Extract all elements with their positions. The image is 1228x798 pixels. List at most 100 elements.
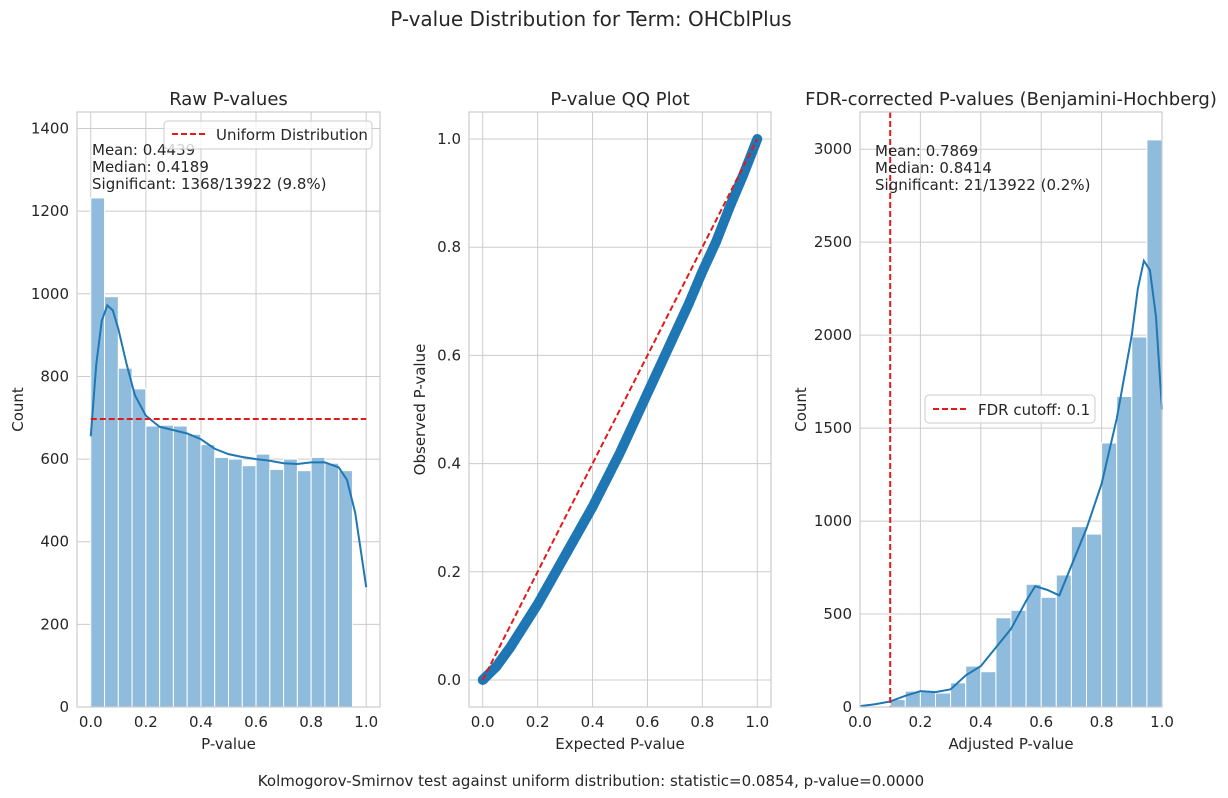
y-tick-label: 1400	[31, 120, 69, 138]
kde-curve	[859, 258, 1163, 708]
stats-mean: Mean: 0.7869	[875, 142, 978, 160]
stats-significant: Significant: 1368/13922 (9.8%)	[92, 175, 327, 193]
axes-frame	[76, 111, 381, 708]
y-tick-label: 1200	[31, 202, 69, 220]
x-tick-label: 0.6	[636, 713, 660, 731]
x-tick-label: 0.8	[1090, 713, 1114, 731]
x-axis-label: Adjusted P-value	[948, 735, 1073, 753]
y-axis-label: Count	[792, 387, 810, 432]
y-axis-label: Count	[9, 387, 27, 432]
y-tick-label: 0.8	[437, 238, 461, 256]
histogram-bar	[1131, 336, 1148, 708]
legend: Uniform Distribution	[163, 120, 373, 150]
histogram-bar	[1146, 139, 1163, 708]
panel-raw-pvalues: 0.0 0.2 0.4 0.6 0.8 1.0 0 200 400 600 800 1000 1200…	[9, 89, 381, 753]
histogram-bar	[965, 665, 982, 708]
x-tick-label: 0.8	[690, 713, 714, 731]
y-tick-label: 3000	[814, 140, 852, 158]
histogram-bar	[159, 424, 174, 708]
legend-box	[163, 120, 373, 150]
panel-qq-plot: 0.0 0.2 0.4 0.6 0.8 1.0 0.0 0.2 0.4 0.6 0.8 1.0 P-…	[411, 89, 772, 753]
chart-title: P-value QQ Plot	[550, 89, 689, 110]
y-tick-label: 800	[40, 367, 69, 385]
histogram-bar	[935, 692, 952, 708]
y-axis-label: Observed P-value	[411, 344, 429, 476]
panel-fdr-pvalues: 0.0 0.2 0.4 0.6 0.8 1.0 0 500 1000 1500 2000 2500 3…	[792, 89, 1217, 753]
histogram-bar	[214, 456, 230, 708]
y-tick-label: 0.0	[437, 671, 461, 689]
suptitle: P-value Distribution for Term: OHCblPlus	[390, 7, 791, 31]
histogram-bar	[1116, 395, 1133, 708]
histogram-bar	[296, 470, 312, 708]
histogram-bar	[241, 465, 257, 708]
y-tick-label: 600	[40, 450, 69, 468]
histogram-bar	[1025, 583, 1042, 708]
chart-title: FDR-corrected P-values (Benjamini-Hochbe…	[805, 89, 1217, 110]
x-tick-label: 0.4	[581, 713, 605, 731]
y-tick-label: 0.4	[437, 455, 461, 473]
x-tick-label: 0.4	[189, 713, 213, 731]
legend-box	[924, 394, 1096, 424]
stats-annotation: Mean: 0.4439 Median: 0.4189 Significant:…	[92, 141, 327, 193]
y-tick-label: 1500	[814, 419, 852, 437]
x-tick-label: 1.0	[1150, 713, 1174, 731]
legend-label-fdr: FDR cutoff: 0.1	[978, 401, 1090, 419]
y-tick-label: 500	[823, 605, 852, 623]
y-tick-label: 0.6	[437, 346, 461, 364]
identity-reference-line	[481, 138, 759, 681]
histogram-bar	[310, 456, 326, 708]
legend: FDR cutoff: 0.1	[924, 394, 1096, 424]
x-tick-label: 1.0	[354, 713, 378, 731]
histogram-bar	[255, 453, 271, 708]
chart-title: Raw P-values	[169, 89, 288, 110]
stats-median: Median: 0.8414	[875, 159, 992, 177]
x-tick-label: 0.2	[526, 713, 550, 731]
y-tick-label: 1000	[814, 512, 852, 530]
histogram-bar	[90, 197, 106, 708]
histogram-bar	[1040, 596, 1057, 708]
x-tick-label: 1.0	[745, 713, 769, 731]
y-tick-label: 2500	[814, 233, 852, 251]
histogram-bar	[1070, 526, 1088, 708]
histogram-bar	[200, 444, 216, 708]
x-tick-label: 0.0	[79, 713, 103, 731]
stats-significant: Significant: 21/13922 (0.2%)	[875, 176, 1090, 194]
stats-median: Median: 0.4189	[92, 158, 209, 176]
y-tick-label: 0.2	[437, 563, 461, 581]
y-tick-label: 1.0	[437, 130, 461, 148]
kde-curve	[89, 303, 368, 588]
ks-test-footnote: Kolmogorov-Smirnov test against uniform …	[258, 772, 924, 790]
axes-frame	[859, 111, 1163, 708]
histogram-bar	[228, 458, 243, 708]
x-tick-label: 0.6	[1029, 713, 1053, 731]
x-tick-label: 0.0	[848, 713, 872, 731]
x-tick-label: 0.4	[969, 713, 993, 731]
qq-point	[752, 134, 763, 145]
x-tick-label: 0.6	[244, 713, 268, 731]
y-tick-label: 0	[842, 698, 852, 716]
histogram-bar	[104, 296, 119, 708]
axes-frame	[468, 111, 772, 708]
y-tick-label: 2000	[814, 326, 852, 344]
x-axis-label: P-value	[201, 735, 256, 753]
y-tick-label: 200	[40, 615, 69, 633]
histogram-bar	[269, 468, 285, 708]
histogram-bar	[1101, 442, 1118, 708]
legend-label-uniform: Uniform Distribution	[216, 126, 368, 144]
histogram-bar	[145, 425, 161, 708]
histogram-bar	[919, 691, 937, 708]
x-tick-label: 0.2	[908, 713, 932, 731]
y-tick-label: 1000	[31, 285, 69, 303]
x-axis-label: Expected P-value	[555, 735, 684, 753]
histogram-bar	[338, 470, 353, 708]
histogram-bar	[1086, 533, 1103, 708]
x-tick-label: 0.2	[134, 713, 158, 731]
x-tick-label: 0.0	[471, 713, 495, 731]
x-tick-label: 0.8	[299, 713, 323, 731]
y-tick-label: 400	[40, 533, 69, 551]
histogram-bar	[172, 425, 188, 708]
stats-annotation: Mean: 0.7869 Median: 0.8414 Significant:…	[875, 142, 1090, 194]
histogram-bar	[980, 671, 997, 708]
histogram-bar	[324, 462, 340, 708]
